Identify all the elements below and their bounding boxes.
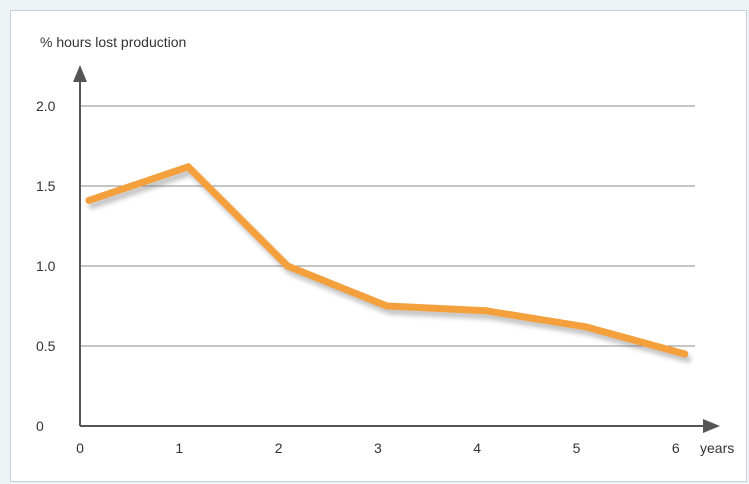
y-tick-label: 1.5 bbox=[36, 178, 56, 194]
x-axis-arrow bbox=[703, 419, 720, 433]
y-tick-label: 0.5 bbox=[36, 338, 56, 354]
data-point bbox=[184, 163, 192, 171]
x-tick-label: 3 bbox=[374, 440, 382, 456]
x-tick-label: 6 bbox=[672, 440, 680, 456]
y-tick-label: 1.0 bbox=[36, 258, 56, 274]
data-point bbox=[482, 307, 490, 315]
axes bbox=[73, 65, 720, 433]
data-point bbox=[581, 323, 589, 331]
x-tick-label: 4 bbox=[473, 440, 481, 456]
data-series bbox=[85, 163, 692, 363]
series-line-0 bbox=[85, 163, 689, 358]
x-tick-label: 2 bbox=[275, 440, 283, 456]
data-point bbox=[681, 350, 689, 358]
x-tick-label: 0 bbox=[76, 440, 84, 456]
y-axis-arrow bbox=[73, 65, 87, 82]
y-tick-labels: 0 0.5 1.0 1.5 2.0 bbox=[36, 98, 56, 434]
data-point bbox=[85, 196, 93, 204]
y-axis-label: % hours lost production bbox=[40, 34, 186, 50]
y-tick-label: 2.0 bbox=[36, 98, 56, 114]
gridlines bbox=[80, 105, 695, 347]
x-tick-label: 5 bbox=[573, 440, 581, 456]
y-tick-label: 0 bbox=[36, 418, 44, 434]
x-tick-label: 1 bbox=[175, 440, 183, 456]
x-tick-labels: 0 1 2 3 4 5 6 bbox=[76, 440, 680, 456]
x-axis-label: years bbox=[700, 440, 734, 456]
data-point bbox=[383, 302, 391, 310]
chart-panel bbox=[10, 10, 747, 482]
data-point bbox=[284, 262, 292, 270]
